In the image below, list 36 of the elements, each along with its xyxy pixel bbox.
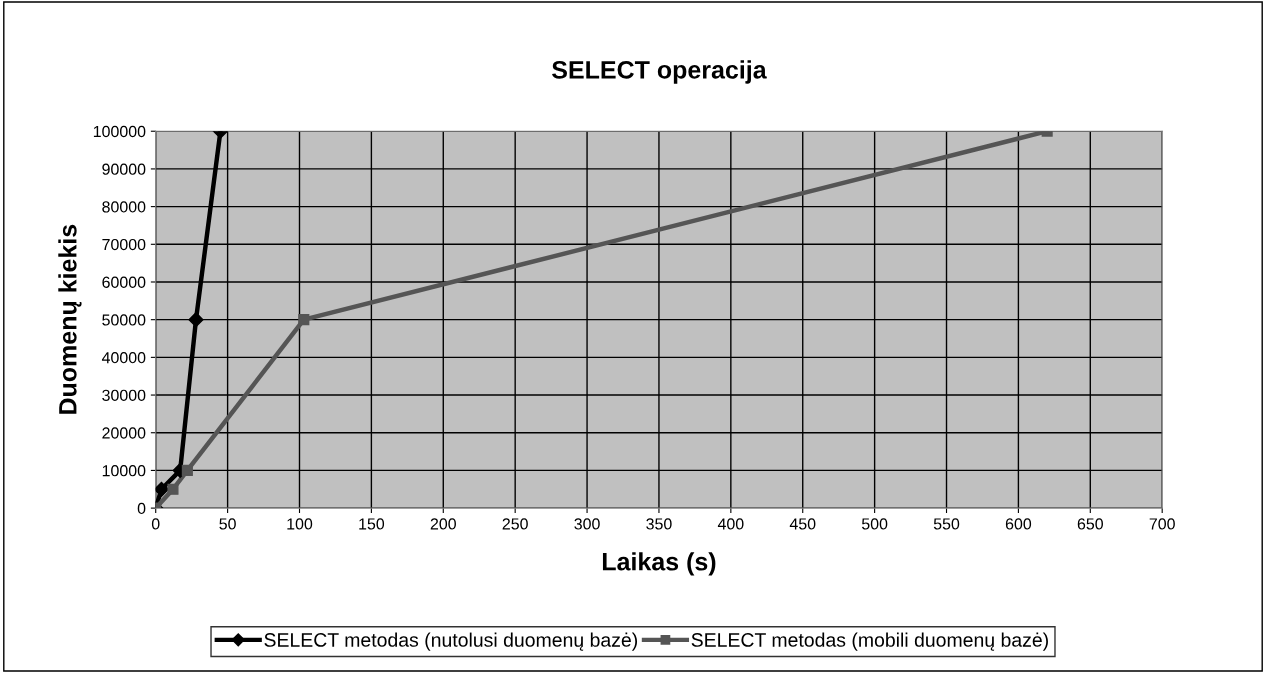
x-axis-title: Laikas (s)	[602, 552, 716, 576]
y-tick-label: 10000	[102, 465, 146, 477]
x-tick-label: 700	[1149, 518, 1175, 530]
x-tick-label: 0	[151, 518, 160, 530]
point	[155, 481, 170, 497]
x-tick-label: 150	[359, 518, 385, 530]
point	[181, 464, 193, 476]
chart-title: SELECT operacija	[552, 60, 767, 84]
y-tick-label: 30000	[102, 389, 146, 401]
x-tick-label: 500	[861, 518, 888, 530]
legend-label: SELECT metodas (nutolusi duomenų bazė)	[264, 632, 638, 651]
x-tick-label: 350	[646, 518, 672, 530]
y-tick-label: 40000	[101, 352, 146, 364]
x-tick-label: 550	[933, 518, 960, 530]
y-tick-label: 80000	[102, 201, 146, 213]
point	[298, 314, 310, 326]
y-tick-label: 0	[137, 502, 146, 515]
x-tick-label: 250	[502, 518, 528, 530]
x-tick-label: 600	[1005, 518, 1032, 530]
x-tick-label: 400	[717, 518, 744, 530]
y-tick-label: 50000	[102, 314, 146, 326]
x-tick-label: 50	[219, 518, 236, 530]
y-tick-label: 70000	[102, 238, 146, 251]
x-tick-label: 100	[287, 518, 313, 530]
x-tick-label: 300	[574, 518, 600, 530]
point	[167, 483, 179, 495]
y-tick-label: 60000	[102, 276, 146, 288]
y-tick-label: 90000	[102, 163, 146, 175]
y-tick-label: 100000	[93, 125, 146, 138]
x-tick-label: 200	[430, 518, 456, 530]
y-tick-label: 20000	[102, 427, 146, 439]
x-tick-label: 650	[1077, 518, 1103, 530]
legend-label: SELECT metodas (mobili duomenų bazė)	[691, 632, 1048, 651]
x-tick-label: 450	[789, 518, 816, 530]
point	[188, 312, 204, 328]
y-axis-title: Duomenų kiekis	[58, 224, 82, 414]
